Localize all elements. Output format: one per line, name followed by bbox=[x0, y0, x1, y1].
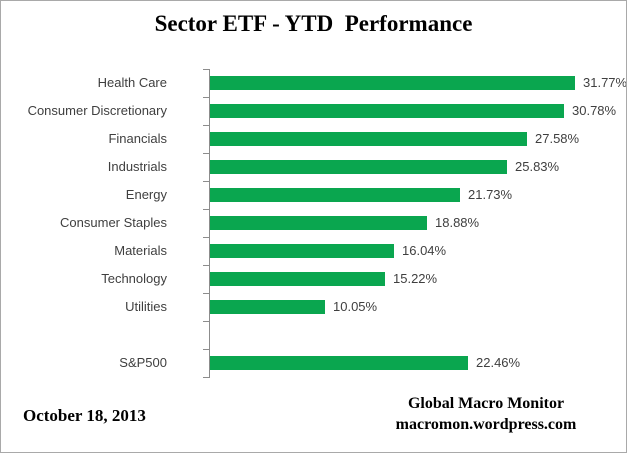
bar bbox=[210, 104, 564, 118]
category-label: Industrials bbox=[107, 159, 167, 174]
chart-title: Sector ETF - YTD Performance bbox=[154, 11, 473, 36]
category-label: Consumer Staples bbox=[60, 215, 167, 230]
category-label: Health Care bbox=[97, 75, 167, 90]
bar bbox=[210, 216, 427, 230]
value-label: 27.58% bbox=[535, 131, 580, 146]
chart-row: Energy 21.73% bbox=[1, 181, 626, 209]
chart-row: Consumer Discretionary 30.78% bbox=[1, 97, 626, 125]
value-label: 10.05% bbox=[333, 299, 378, 314]
axis-tick bbox=[203, 237, 209, 238]
chart-row: Utilities 10.05% bbox=[1, 293, 626, 321]
category-label: Consumer Discretionary bbox=[27, 103, 167, 118]
chart-row: Health Care 31.77% bbox=[1, 69, 627, 97]
plot-area: Health Care 31.77% Consumer Discretionary 3… bbox=[1, 69, 627, 378]
axis-tick bbox=[203, 321, 209, 322]
value-label: 21.73% bbox=[468, 187, 513, 202]
category-label: Utilities bbox=[125, 299, 167, 314]
value-label: 31.77% bbox=[583, 75, 627, 90]
value-label: 22.46% bbox=[476, 355, 521, 370]
category-label: Materials bbox=[114, 243, 167, 258]
footer-credit: Global Macro Monitor macromon.wordpress.… bbox=[341, 393, 626, 435]
axis-tick bbox=[203, 265, 209, 266]
category-label: Technology bbox=[101, 271, 167, 286]
category-label bbox=[1, 321, 167, 349]
bar bbox=[210, 132, 527, 146]
footer-date: October 18, 2013 bbox=[23, 406, 146, 425]
value-label: 18.88% bbox=[435, 215, 480, 230]
credit-url: macromon.wordpress.com bbox=[395, 416, 577, 433]
category-label: S&P500 bbox=[119, 355, 167, 370]
axis-tick bbox=[203, 349, 209, 350]
axis-tick bbox=[203, 377, 209, 378]
category-label: Energy bbox=[125, 187, 167, 202]
axis-tick bbox=[203, 153, 209, 154]
value-label: 15.22% bbox=[393, 271, 438, 286]
value-label: 30.78% bbox=[572, 103, 617, 118]
axis-tick bbox=[203, 69, 209, 70]
bar bbox=[210, 76, 575, 90]
bar bbox=[210, 356, 468, 370]
bar bbox=[210, 300, 325, 314]
chart-row: Consumer Staples 18.88% bbox=[1, 209, 626, 237]
axis-tick bbox=[203, 125, 209, 126]
bar bbox=[210, 160, 507, 174]
axis-tick bbox=[203, 181, 209, 182]
chart-row: Materials 16.04% bbox=[1, 237, 626, 265]
chart-row: Industrials 25.83% bbox=[1, 153, 626, 181]
chart-row bbox=[1, 321, 626, 349]
axis-tick bbox=[203, 97, 209, 98]
category-label: Financials bbox=[108, 131, 167, 146]
bar bbox=[210, 272, 385, 286]
axis-tick bbox=[203, 209, 209, 210]
bar bbox=[210, 188, 460, 202]
category-axis-line bbox=[209, 69, 210, 378]
credit-source: Global Macro Monitor bbox=[407, 395, 565, 412]
value-label: 16.04% bbox=[402, 243, 447, 258]
chart-row: S&P500 22.46% bbox=[1, 349, 626, 377]
axis-tick bbox=[203, 293, 209, 294]
chart-row: Technology 15.22% bbox=[1, 265, 626, 293]
bar bbox=[210, 244, 394, 258]
chart-row: Financials 27.58% bbox=[1, 125, 626, 153]
value-label: 25.83% bbox=[515, 159, 560, 174]
